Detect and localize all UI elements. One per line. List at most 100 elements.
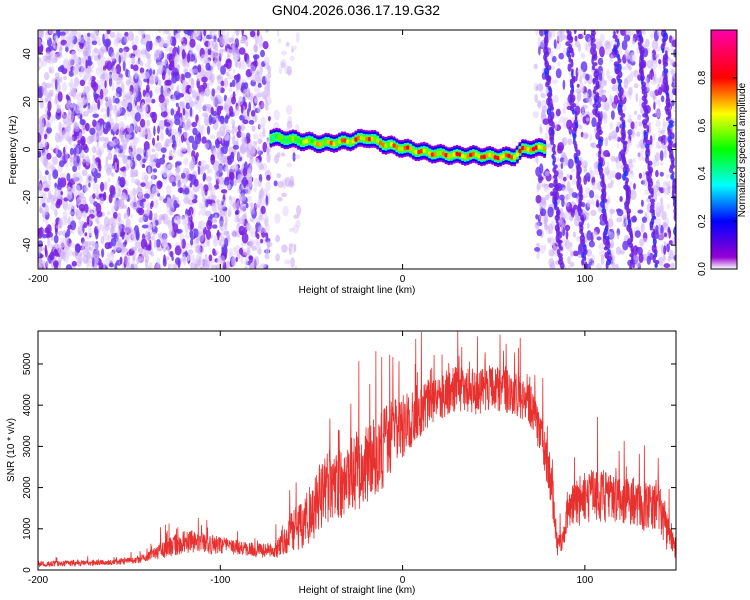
heatmap-cell [243, 161, 248, 173]
heatmap-cell [130, 213, 133, 219]
heatmap-cell [559, 116, 566, 124]
heatmap-cell [238, 47, 246, 55]
heatmap-cell [176, 85, 180, 94]
heatmap-cell [204, 70, 212, 78]
heatmap-cell [102, 224, 108, 236]
heatmap-cell [50, 202, 57, 212]
heatmap-cell [293, 214, 300, 219]
heatmap-cell [226, 47, 230, 56]
figure-title: GN04.2026.036.17.19.G32 [272, 2, 440, 18]
heatmap-cell [277, 180, 284, 188]
heatmap-cell [586, 222, 590, 229]
heatmap-cell [94, 248, 101, 255]
heatmap-cell [609, 121, 614, 131]
heatmap-cell [563, 47, 566, 58]
heatmap-cell [596, 236, 602, 241]
heatmap-cell [56, 104, 62, 114]
heatmap-cell [48, 66, 52, 74]
heatmap-cell [572, 133, 577, 139]
heatmap-cell [649, 204, 655, 211]
heatmap-cell [212, 224, 218, 229]
heatmap-cell [536, 83, 544, 91]
heatmap-cell [655, 120, 661, 128]
heatmap-cell [586, 230, 592, 241]
ridge-cell [480, 155, 484, 160]
heatmap-cell [63, 197, 69, 202]
heatmap-cell [62, 114, 69, 125]
heatmap-cell [107, 210, 111, 216]
heatmap-cell [219, 232, 223, 238]
heatmap-cell [220, 65, 227, 75]
heatmap-cell [241, 232, 249, 244]
ridge-cell [370, 136, 374, 142]
ridge-cell [378, 140, 383, 146]
heatmap-cell [539, 126, 543, 134]
heatmap-cell [245, 41, 249, 47]
heatmap-cell [580, 52, 586, 59]
heatmap-cell [69, 78, 74, 88]
heatmap-cell [175, 137, 179, 143]
heatmap-cell [619, 196, 623, 202]
ridge-cell [469, 152, 473, 158]
heatmap-cell [276, 30, 280, 37]
heatmap-cell [179, 118, 183, 126]
heatmap-cell [260, 205, 266, 215]
heatmap-cell [106, 73, 113, 79]
heatmap-cell [231, 256, 237, 267]
heatmap-cell [627, 118, 633, 124]
heatmap-cell [111, 204, 115, 214]
heatmap-cell [236, 199, 240, 211]
heatmap-cell [637, 209, 644, 214]
heatmap-cell [662, 122, 666, 133]
ridge-cell [340, 138, 344, 143]
heatmap-cell [58, 245, 63, 257]
heatmap-cell [110, 52, 116, 62]
heatmap-cell [678, 244, 681, 253]
heatmap-cell [57, 30, 60, 38]
ridge-cell [466, 154, 470, 159]
heatmap-cell [636, 131, 641, 137]
ridge-cell [307, 138, 311, 143]
heatmap-cell [540, 208, 547, 217]
ridge-cell [455, 151, 459, 157]
heatmap-cell [204, 210, 212, 217]
heatmap-cell [550, 140, 555, 145]
heatmap-cell [613, 82, 620, 91]
heatmap-cell [535, 194, 542, 204]
heatmap-cell [192, 127, 198, 136]
heatmap-cell [565, 41, 570, 47]
spectrogram-noise [38, 30, 681, 269]
heatmap-cell [636, 143, 641, 149]
heatmap-cell [281, 50, 287, 56]
heatmap-cell [595, 263, 602, 269]
heatmap-cell [545, 81, 549, 88]
heatmap-cell [76, 155, 80, 164]
heatmap-cell [606, 161, 610, 168]
heatmap-cell [125, 52, 132, 59]
heatmap-cell [152, 168, 158, 173]
heatmap-cell [103, 113, 108, 119]
heatmap-cell [174, 53, 180, 64]
heatmap-cell [177, 175, 180, 180]
ridge-cell [275, 134, 279, 139]
heatmap-cell [108, 217, 115, 225]
heatmap-cell [240, 104, 244, 114]
heatmap-cell [91, 250, 96, 259]
heatmap-cell [600, 254, 605, 265]
heatmap-cell [581, 258, 585, 266]
heatmap-cell [627, 129, 633, 136]
heatmap-cell [220, 155, 227, 164]
heatmap-cell [572, 178, 577, 186]
heatmap-cell [104, 136, 110, 144]
ridge-cell [335, 141, 339, 146]
heatmap-cell [125, 266, 131, 269]
heatmap-cell [658, 58, 662, 65]
heatmap-cell [49, 164, 55, 172]
snr-frame [37, 330, 677, 571]
heatmap-cell [655, 170, 659, 178]
heatmap-cell [98, 193, 103, 198]
heatmap-cell [658, 86, 663, 96]
heatmap-cell [65, 264, 73, 269]
heatmap-cell [263, 56, 270, 65]
ridge-cell [482, 154, 486, 159]
